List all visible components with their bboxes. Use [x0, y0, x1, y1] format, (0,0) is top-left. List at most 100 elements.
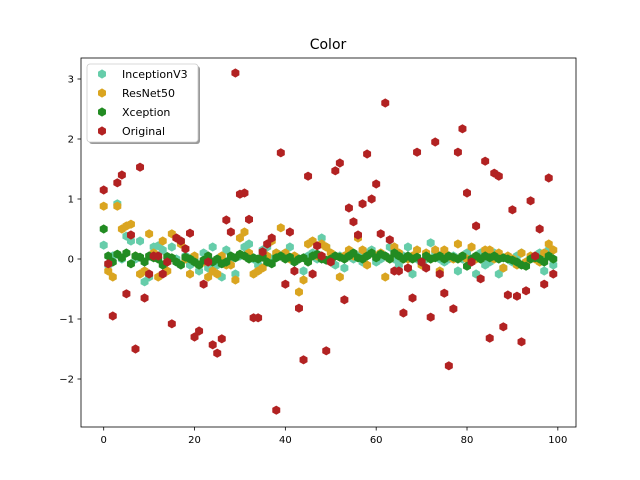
data-point: [390, 242, 399, 252]
data-point: [299, 355, 308, 365]
data-point: [363, 260, 372, 270]
data-point: [226, 227, 235, 237]
data-point: [99, 201, 108, 211]
data-point: [453, 266, 462, 276]
data-point: [295, 287, 303, 297]
data-point: [413, 147, 422, 157]
data-point: [181, 244, 190, 254]
data-point: [254, 313, 263, 323]
data-point: [394, 260, 403, 270]
data-point: [267, 233, 276, 243]
data-point: [199, 279, 208, 289]
legend-marker: [98, 107, 106, 117]
data-point: [304, 171, 313, 181]
legend-marker: [98, 126, 106, 136]
data-point: [104, 259, 113, 269]
data-point: [104, 266, 113, 276]
data-point: [467, 257, 476, 267]
data-point: [485, 333, 494, 343]
data-point: [403, 242, 412, 252]
data-point: [408, 293, 417, 303]
legend-entry[interactable]: ResNet50: [98, 87, 175, 100]
data-point: [449, 304, 458, 314]
legend-label: Xception: [122, 106, 170, 119]
data-point: [431, 245, 440, 255]
data-point: [276, 223, 285, 233]
data-point: [535, 224, 544, 234]
data-point: [290, 266, 299, 276]
data-point: [363, 149, 372, 159]
data-point: [99, 224, 108, 234]
data-point: [322, 242, 331, 252]
data-point: [140, 257, 149, 267]
data-point: [272, 405, 281, 415]
data-point: [145, 269, 154, 279]
data-point: [540, 279, 549, 289]
data-point: [413, 245, 422, 255]
data-point: [499, 263, 508, 273]
y-tick-label: 0: [68, 255, 74, 266]
data-point: [431, 137, 440, 147]
data-point: [426, 238, 435, 248]
data-point: [476, 274, 485, 284]
data-point: [317, 251, 326, 261]
data-point: [136, 162, 145, 172]
data-point: [113, 201, 122, 211]
data-point: [381, 98, 390, 108]
data-point: [99, 185, 108, 195]
data-point: [313, 241, 322, 251]
legend-marker: [98, 69, 106, 79]
data-point: [472, 221, 481, 231]
data-point: [299, 275, 308, 285]
x-axis: 0 20 40 60 80 100: [101, 427, 567, 446]
data-point: [317, 233, 326, 243]
axes-frame: [80, 57, 577, 428]
data-point: [408, 269, 417, 279]
data-point: [508, 205, 517, 215]
y-tick-label: 1: [68, 195, 74, 206]
data-point: [517, 248, 526, 258]
data-point: [549, 269, 558, 279]
data-point: [549, 254, 558, 264]
data-point: [381, 272, 390, 282]
data-point: [394, 266, 403, 276]
data-point: [140, 293, 149, 303]
x-tick-label: 80: [461, 435, 474, 446]
data-point: [240, 227, 249, 237]
data-point: [176, 236, 185, 246]
data-point: [158, 236, 167, 246]
legend-entry[interactable]: Original: [98, 125, 165, 138]
data-point: [113, 178, 122, 188]
legend-marker: [98, 88, 106, 98]
data-point: [208, 242, 217, 252]
data-point: [358, 199, 367, 209]
data-point: [308, 269, 317, 279]
data-point: [340, 263, 349, 273]
data-point: [208, 340, 217, 350]
data-point: [522, 261, 531, 271]
data-point: [340, 295, 349, 305]
data-point: [231, 275, 240, 285]
data-point: [267, 259, 276, 269]
legend-entry[interactable]: InceptionV3: [98, 68, 188, 81]
data-point: [108, 311, 117, 321]
data-point: [126, 259, 135, 269]
data-point: [531, 251, 540, 261]
data-point: [344, 203, 353, 213]
data-point: [136, 236, 145, 246]
data-point: [186, 228, 194, 238]
data-point: [122, 248, 131, 258]
data-point: [549, 260, 558, 270]
data-point: [222, 215, 231, 225]
x-tick-label: 40: [279, 435, 292, 446]
legend-label: InceptionV3: [122, 68, 188, 81]
legend-entry[interactable]: Xception: [98, 106, 170, 119]
x-tick-label: 20: [188, 435, 201, 446]
data-point: [235, 233, 244, 243]
data-point: [167, 319, 176, 329]
legend-label: ResNet50: [122, 87, 175, 100]
data-point: [435, 269, 444, 279]
legend[interactable]: InceptionV3 ResNet50 Xception Original: [86, 63, 200, 144]
data-point: [453, 147, 462, 157]
